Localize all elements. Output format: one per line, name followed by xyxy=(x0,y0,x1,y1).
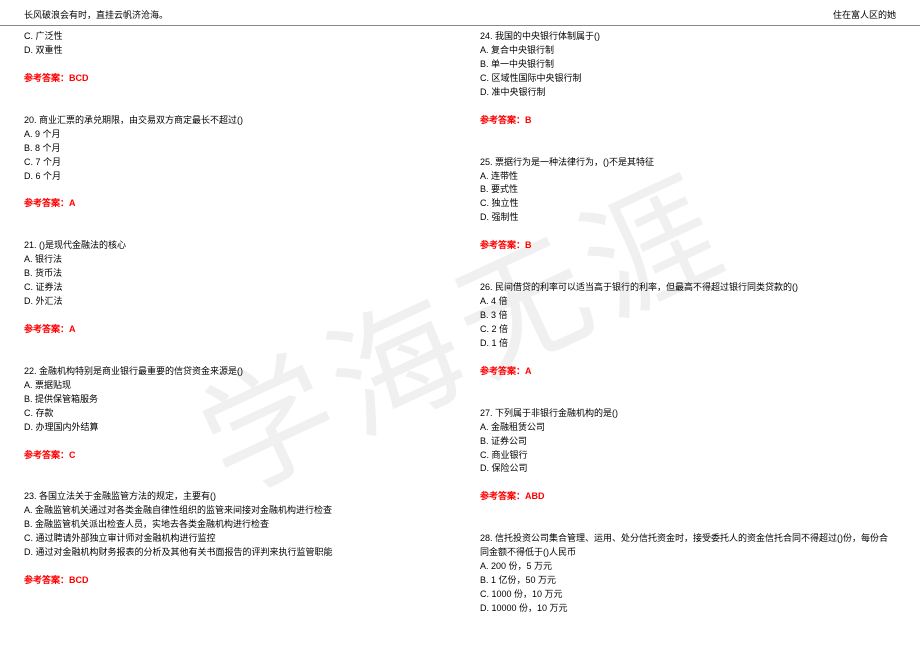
text-line: A. 200 份，5 万元 xyxy=(480,560,896,574)
text-line: A. 4 倍 xyxy=(480,295,896,309)
section-gap xyxy=(480,253,896,281)
header-left-text: 长风破浪会有时，直挂云帆济沧海。 xyxy=(24,8,168,21)
text-line: A. 金融监管机关通过对各类金融自律性组织的监管来间接对金融机构进行检查 xyxy=(24,504,440,518)
blank-line xyxy=(24,435,440,449)
answer-line: 参考答案：B xyxy=(480,239,896,253)
text-line: 25. 票据行为是一种法律行为，()不是其特征 xyxy=(480,156,896,170)
text-line: D. 6 个月 xyxy=(24,170,440,184)
text-line: D. 准中央银行制 xyxy=(480,86,896,100)
text-line: D. 双重性 xyxy=(24,44,440,58)
text-line: A. 9 个月 xyxy=(24,128,440,142)
blank-line xyxy=(480,225,896,239)
text-line: B. 要式性 xyxy=(480,183,896,197)
text-line: B. 3 倍 xyxy=(480,309,896,323)
text-line: B. 证券公司 xyxy=(480,435,896,449)
page-header: 长风破浪会有时，直挂云帆济沧海。 住在富人区的她 xyxy=(0,0,920,26)
text-line: 20. 商业汇票的承兑期限，由交易双方商定最长不超过() xyxy=(24,114,440,128)
text-line: C. 1000 份，10 万元 xyxy=(480,588,896,602)
text-line: C. 证券法 xyxy=(24,281,440,295)
text-line: C. 存款 xyxy=(24,407,440,421)
text-line: A. 金融租赁公司 xyxy=(480,421,896,435)
section-gap xyxy=(24,337,440,365)
right-column: 24. 我国的中央银行体制属于()A. 复合中央银行制B. 单一中央银行制C. … xyxy=(460,30,896,616)
text-line: B. 金融监管机关派出检查人员，实地去各类金融机构进行检查 xyxy=(24,518,440,532)
text-line: C. 7 个月 xyxy=(24,156,440,170)
section-gap xyxy=(24,86,440,114)
answer-line: 参考答案：C xyxy=(24,449,440,463)
answer-line: 参考答案：A xyxy=(24,197,440,211)
section-gap xyxy=(480,379,896,407)
text-line: A. 票据贴现 xyxy=(24,379,440,393)
text-line: 24. 我国的中央银行体制属于() xyxy=(480,30,896,44)
section-gap xyxy=(480,504,896,532)
blank-line xyxy=(24,183,440,197)
text-line: 22. 金融机构特别是商业银行最重要的信贷资金来源是() xyxy=(24,365,440,379)
left-column: C. 广泛性D. 双重性 参考答案：BCD 20. 商业汇票的承兑期限，由交易双方… xyxy=(24,30,460,616)
text-line: C. 通过聘请外部独立审计师对金融机构进行监控 xyxy=(24,532,440,546)
blank-line xyxy=(480,100,896,114)
text-line: A. 复合中央银行制 xyxy=(480,44,896,58)
answer-line: 参考答案：ABD xyxy=(480,490,896,504)
text-line: B. 1 亿份，50 万元 xyxy=(480,574,896,588)
text-line: B. 货币法 xyxy=(24,267,440,281)
text-line: A. 连带性 xyxy=(480,170,896,184)
text-line: D. 1 倍 xyxy=(480,337,896,351)
text-line: D. 强制性 xyxy=(480,211,896,225)
text-line: C. 区域性国际中央银行制 xyxy=(480,72,896,86)
text-line: 28. 信托投资公司集合管理、运用、处分信托资金时，接受委托人的资金信托合同不得… xyxy=(480,532,896,560)
answer-line: 参考答案：A xyxy=(24,323,440,337)
blank-line xyxy=(24,560,440,574)
text-line: D. 10000 份，10 万元 xyxy=(480,602,896,616)
text-line: D. 外汇法 xyxy=(24,295,440,309)
section-gap xyxy=(24,462,440,490)
text-line: B. 提供保管箱服务 xyxy=(24,393,440,407)
text-line: B. 单一中央银行制 xyxy=(480,58,896,72)
text-line: 21. ()是现代金融法的核心 xyxy=(24,239,440,253)
main-content: C. 广泛性D. 双重性 参考答案：BCD 20. 商业汇票的承兑期限，由交易双方… xyxy=(0,26,920,620)
section-gap xyxy=(480,128,896,156)
answer-line: 参考答案：BCD xyxy=(24,574,440,588)
header-right-text: 住在富人区的她 xyxy=(833,8,896,21)
text-line: D. 保险公司 xyxy=(480,462,896,476)
text-line: B. 8 个月 xyxy=(24,142,440,156)
blank-line xyxy=(24,58,440,72)
text-line: C. 商业银行 xyxy=(480,449,896,463)
text-line: D. 办理国内外结算 xyxy=(24,421,440,435)
text-line: C. 2 倍 xyxy=(480,323,896,337)
text-line: C. 广泛性 xyxy=(24,30,440,44)
text-line: 26. 民间借贷的利率可以适当高于银行的利率，但最高不得超过银行同类贷款的() xyxy=(480,281,896,295)
text-line: 27. 下列属于非银行金融机构的是() xyxy=(480,407,896,421)
answer-line: 参考答案：B xyxy=(480,114,896,128)
blank-line xyxy=(480,476,896,490)
section-gap xyxy=(24,211,440,239)
text-line: D. 通过对金融机构财务报表的分析及其他有关书面报告的评判来执行监管职能 xyxy=(24,546,440,560)
answer-line: 参考答案：A xyxy=(480,365,896,379)
blank-line xyxy=(24,309,440,323)
text-line: 23. 各国立法关于金融监管方法的规定，主要有() xyxy=(24,490,440,504)
text-line: C. 独立性 xyxy=(480,197,896,211)
answer-line: 参考答案：BCD xyxy=(24,72,440,86)
blank-line xyxy=(480,351,896,365)
text-line: A. 银行法 xyxy=(24,253,440,267)
